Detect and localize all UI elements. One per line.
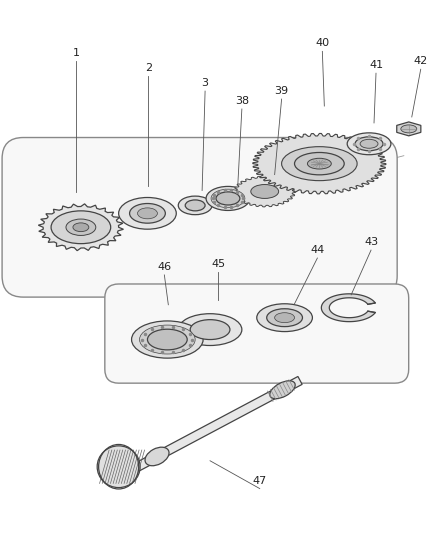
Ellipse shape [145, 447, 169, 466]
Ellipse shape [215, 192, 239, 205]
Ellipse shape [354, 137, 382, 151]
FancyBboxPatch shape [105, 284, 408, 383]
Ellipse shape [118, 198, 176, 229]
Polygon shape [321, 294, 374, 321]
Ellipse shape [139, 325, 195, 354]
Text: 47: 47 [252, 475, 266, 486]
Ellipse shape [190, 320, 230, 340]
Ellipse shape [51, 211, 110, 244]
Text: 46: 46 [157, 262, 171, 272]
Polygon shape [233, 176, 295, 207]
Text: 40: 40 [314, 38, 328, 49]
Text: 42: 42 [413, 56, 427, 66]
Ellipse shape [281, 147, 356, 181]
Ellipse shape [307, 158, 331, 169]
Ellipse shape [147, 329, 187, 350]
Ellipse shape [131, 321, 203, 358]
Text: 3: 3 [201, 78, 208, 88]
Ellipse shape [66, 219, 95, 236]
Polygon shape [135, 376, 301, 471]
Ellipse shape [266, 309, 302, 327]
Ellipse shape [400, 125, 416, 133]
Ellipse shape [73, 223, 88, 232]
Ellipse shape [256, 304, 312, 332]
FancyBboxPatch shape [2, 138, 396, 297]
Ellipse shape [205, 187, 249, 211]
Text: 43: 43 [363, 237, 377, 247]
Ellipse shape [346, 133, 390, 155]
Ellipse shape [137, 208, 157, 219]
Text: 41: 41 [368, 60, 382, 70]
Ellipse shape [250, 184, 278, 198]
Ellipse shape [97, 446, 140, 488]
Ellipse shape [269, 381, 294, 399]
Text: 45: 45 [211, 259, 225, 269]
Polygon shape [38, 204, 123, 251]
Ellipse shape [211, 189, 244, 208]
Ellipse shape [178, 314, 241, 345]
Ellipse shape [294, 152, 343, 175]
Polygon shape [396, 122, 420, 136]
Ellipse shape [129, 204, 165, 223]
Text: 2: 2 [145, 63, 152, 73]
Ellipse shape [274, 313, 294, 322]
Text: 39: 39 [274, 86, 288, 96]
Ellipse shape [185, 200, 205, 211]
Text: 44: 44 [310, 245, 324, 255]
Ellipse shape [178, 196, 212, 215]
Ellipse shape [359, 139, 377, 148]
Text: 1: 1 [72, 49, 79, 58]
Text: 38: 38 [234, 96, 248, 106]
Polygon shape [252, 133, 385, 194]
